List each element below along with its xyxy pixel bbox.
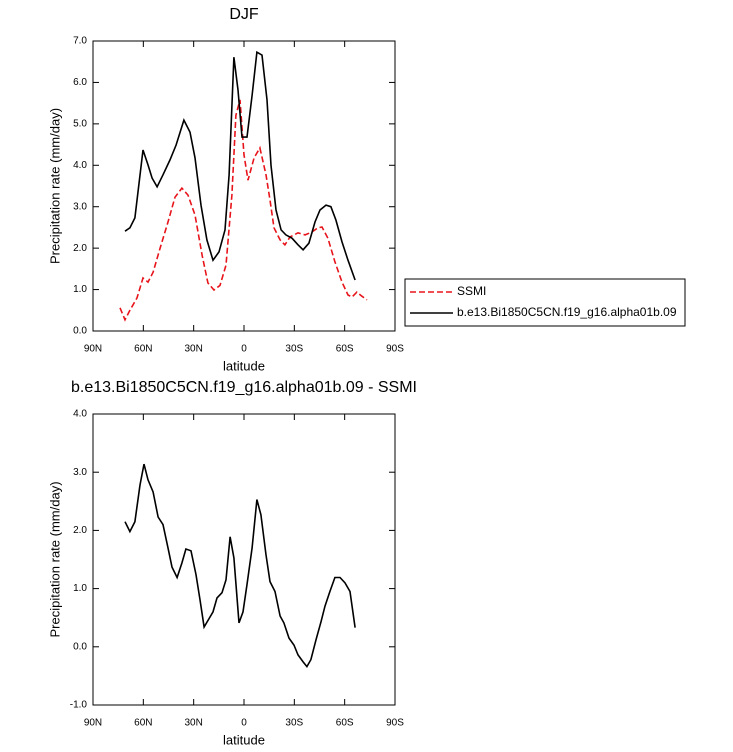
y-tick-label: 0.0 bbox=[73, 326, 87, 337]
x-tick-label: 90N bbox=[84, 718, 102, 729]
y-tick-label: 1.0 bbox=[73, 583, 87, 594]
x-tick-label: 60N bbox=[134, 344, 152, 355]
y-tick-label: 3.0 bbox=[73, 201, 87, 212]
x-tick-label: 30N bbox=[184, 718, 202, 729]
y-tick-label: 7.0 bbox=[73, 36, 87, 47]
y-tick-label: 2.0 bbox=[73, 243, 87, 254]
x-tick-label: 30S bbox=[285, 718, 303, 729]
data-line bbox=[124, 463, 356, 669]
data-line bbox=[119, 99, 368, 322]
y-tick-label: 6.0 bbox=[73, 77, 87, 88]
y-tick-label: -1.0 bbox=[70, 700, 88, 711]
x-tick-label: 90S bbox=[386, 344, 404, 355]
y-axis-label: Precipitation rate (mm/day) bbox=[47, 108, 62, 264]
y-tick-label: 4.0 bbox=[73, 409, 87, 420]
x-tick-label: 60S bbox=[336, 344, 354, 355]
chart-title: DJF bbox=[229, 6, 259, 23]
y-tick-label: 0.0 bbox=[73, 641, 87, 652]
plot-frame bbox=[92, 413, 396, 706]
legend-box bbox=[404, 278, 686, 327]
x-tick-label: 60S bbox=[336, 718, 354, 729]
x-tick-label: 90N bbox=[84, 344, 102, 355]
y-tick-label: 1.0 bbox=[73, 284, 87, 295]
y-tick-label: 3.0 bbox=[73, 467, 87, 478]
y-axis-label: Precipitation rate (mm/day) bbox=[47, 481, 62, 637]
x-axis-label: latitude bbox=[223, 732, 265, 747]
data-line bbox=[124, 50, 356, 281]
legend-label: SSMI bbox=[457, 284, 486, 298]
x-tick-label: 30N bbox=[184, 344, 202, 355]
legend-label: b.e13.Bi1850C5CN.f19_g16.alpha01b.09 bbox=[457, 305, 677, 319]
x-tick-label: 30S bbox=[285, 344, 303, 355]
chart-title: b.e13.Bi1850C5CN.f19_g16.alpha01b.09 - S… bbox=[71, 379, 417, 396]
x-axis-label: latitude bbox=[223, 358, 265, 373]
y-tick-label: 5.0 bbox=[73, 118, 87, 129]
x-tick-label: 60N bbox=[134, 718, 152, 729]
y-tick-label: 4.0 bbox=[73, 160, 87, 171]
x-tick-label: 0 bbox=[241, 344, 247, 355]
x-tick-label: 90S bbox=[386, 718, 404, 729]
x-tick-label: 0 bbox=[241, 718, 247, 729]
y-tick-label: 2.0 bbox=[73, 525, 87, 536]
